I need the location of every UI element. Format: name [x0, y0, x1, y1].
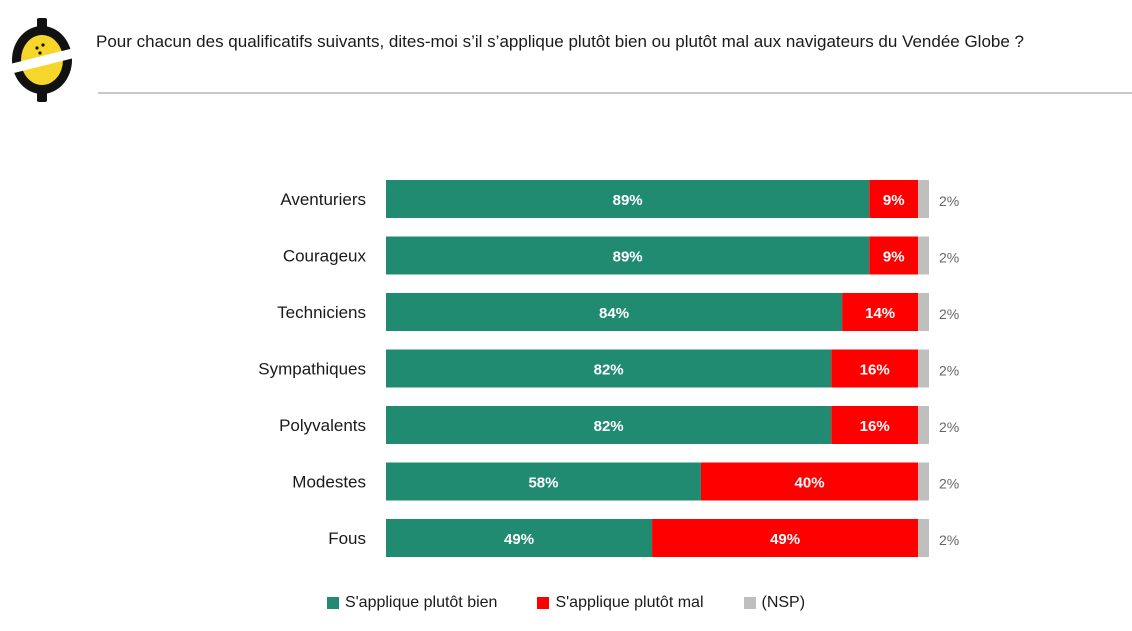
bar-bien [386, 349, 832, 388]
legend-label-mal: S'applique plutôt mal [555, 594, 704, 611]
category-label: Aventuriers [280, 190, 366, 209]
legend-item-nsp: (NSP) [743, 594, 806, 612]
data-label-mal: 40% [795, 475, 825, 492]
bar-mal [869, 180, 919, 218]
legend-swatch-bien [326, 597, 339, 609]
data-label-bien: 89% [613, 192, 643, 209]
category-label: Modestes [292, 473, 366, 492]
data-label-bien: 89% [613, 249, 643, 266]
bar-bien [386, 519, 653, 557]
category-label: Techniciens [277, 303, 366, 322]
data-label-mal: 14% [865, 305, 895, 322]
bar-nsp [918, 293, 929, 331]
legend-label-bien: S'applique plutôt bien [344, 594, 498, 611]
data-label-bien: 82% [594, 362, 624, 379]
bar-mal [869, 236, 919, 275]
legend-swatch-mal [537, 597, 550, 609]
data-label-mal: 16% [860, 418, 890, 435]
data-label-mal: 49% [770, 531, 800, 548]
data-label-bien: 58% [528, 475, 558, 492]
legend-item-mal: S'applique plutôt mal [537, 594, 704, 612]
question-title: Pour chacun des qualificatifs suivants, … [96, 32, 1025, 51]
category-label: Fous [328, 529, 366, 548]
data-label-bien: 49% [504, 531, 534, 548]
bar-bien [386, 236, 870, 275]
bar-mal [842, 293, 919, 331]
data-label-nsp: 2% [939, 250, 959, 266]
bar-mal [652, 519, 919, 557]
bar-nsp [918, 236, 929, 275]
bar-mal [700, 462, 919, 501]
bar-nsp [918, 406, 929, 444]
legend-item-bien: S'applique plutôt bien [326, 594, 498, 612]
pollster-logo-icon [10, 18, 74, 102]
data-label-nsp: 2% [939, 476, 959, 492]
data-label-nsp: 2% [939, 532, 959, 548]
data-label-mal: 9% [883, 249, 905, 266]
bar-nsp [918, 180, 929, 218]
data-label-bien: 82% [594, 418, 624, 435]
data-label-nsp: 2% [939, 193, 959, 209]
data-label-bien: 84% [599, 305, 629, 322]
chart-legend: S'applique plutôt bien S'applique plutôt … [0, 594, 1132, 612]
bar-bien [386, 293, 843, 331]
bar-nsp [918, 349, 929, 388]
bar-bien [386, 462, 701, 501]
legend-swatch-nsp [743, 597, 756, 609]
category-label: Polyvalents [279, 416, 366, 435]
bar-mal [831, 349, 919, 388]
data-label-mal: 16% [860, 362, 890, 379]
category-label: Sympathiques [258, 360, 366, 379]
legend-label-nsp: (NSP) [761, 594, 806, 611]
bar-nsp [918, 462, 929, 501]
bar-mal [831, 406, 919, 444]
data-label-nsp: 2% [939, 306, 959, 322]
data-label-nsp: 2% [939, 419, 959, 435]
data-label-mal: 9% [883, 192, 905, 209]
bar-bien [386, 406, 832, 444]
category-label: Courageux [283, 247, 367, 266]
header-divider [98, 92, 1132, 94]
bar-bien [386, 180, 870, 218]
bar-nsp [918, 519, 929, 557]
data-label-nsp: 2% [939, 363, 959, 379]
